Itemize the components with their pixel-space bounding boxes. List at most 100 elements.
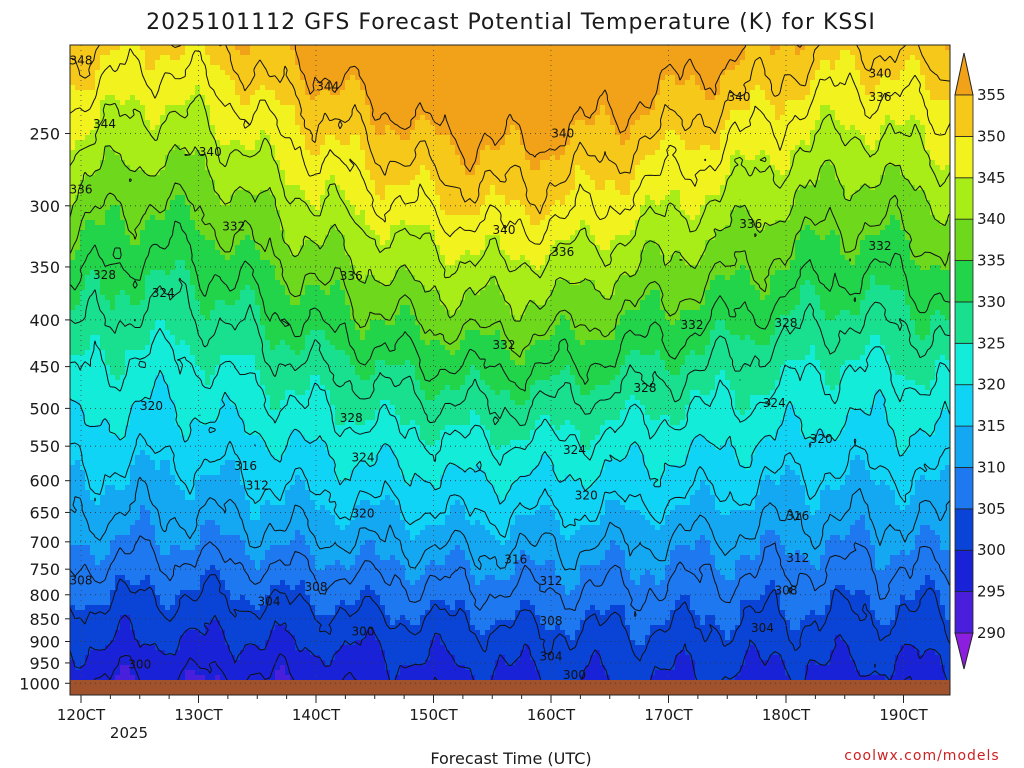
field-cell [625,110,631,116]
field-cell [130,155,136,161]
field-cell [910,175,916,181]
field-cell [770,105,776,111]
field-cell [150,125,156,131]
field-cell [645,130,651,136]
field-cell [645,80,651,86]
field-cell [85,160,91,166]
field-cell [610,125,616,131]
field-cell [285,130,291,136]
field-cell [665,75,671,81]
field-cell [895,145,901,151]
field-cell [755,90,761,96]
field-cell [90,150,96,156]
field-cell [385,60,391,66]
field-cell [105,75,111,81]
field-cell [335,175,341,181]
field-cell [870,125,876,131]
field-cell [575,80,581,86]
field-cell [450,60,456,66]
field-cell [625,105,631,111]
field-cell [440,160,446,166]
field-cell [220,180,226,186]
field-cell [125,155,131,161]
field-cell [535,115,541,121]
field-cell [820,145,826,151]
field-cell [90,85,96,91]
field-cell [890,80,896,86]
field-cell [300,90,306,96]
field-cell [90,80,96,86]
field-cell [750,150,756,156]
field-cell [930,140,936,146]
field-cell [285,105,291,111]
field-cell [245,65,251,71]
field-cell [115,185,121,191]
field-cell [330,125,336,131]
field-cell [530,75,536,81]
field-cell [780,170,786,176]
field-cell [895,160,901,166]
field-cell [270,65,276,71]
field-cell [665,135,671,141]
field-cell [925,90,931,96]
field-cell [770,160,776,166]
field-cell [650,145,656,151]
field-cell [175,85,181,91]
field-cell [625,70,631,76]
field-cell [340,55,346,61]
field-cell [740,65,746,71]
field-cell [770,155,776,161]
field-cell [930,135,936,141]
field-cell [310,60,316,66]
field-cell [280,170,286,176]
field-cell [225,60,231,66]
field-cell [480,125,486,131]
field-cell [450,105,456,111]
field-cell [205,60,211,66]
field-cell [310,70,316,76]
field-cell [345,100,351,106]
field-cell [240,145,246,151]
field-cell [450,155,456,161]
field-cell [620,155,626,161]
field-cell [665,45,671,51]
field-cell [250,85,256,91]
field-cell [380,60,386,66]
field-cell [620,60,626,66]
field-cell [610,175,616,181]
field-cell [280,115,286,121]
field-cell [405,110,411,116]
field-cell [590,145,596,151]
field-cell [620,90,626,96]
field-cell [820,150,826,156]
field-cell [705,150,711,156]
field-cell [645,75,651,81]
field-cell [685,130,691,136]
field-cell [75,45,81,51]
field-cell [180,140,186,146]
field-cell [140,60,146,66]
field-cell [905,120,911,126]
field-cell [115,80,121,86]
field-cell [365,155,371,161]
field-cell [270,105,276,111]
field-cell [210,55,216,61]
field-cell [775,105,781,111]
field-cell [290,60,296,66]
field-cell [775,170,781,176]
field-cell [825,60,831,66]
field-cell [625,65,631,71]
field-cell [930,50,936,56]
field-cell [220,50,226,56]
field-cell [520,90,526,96]
field-cell [590,80,596,86]
field-cell [495,50,501,56]
field-cell [410,45,416,51]
field-cell [425,180,431,186]
field-cell [510,105,516,111]
field-cell [450,95,456,101]
field-cell [765,55,771,61]
field-cell [435,130,441,136]
field-cell [830,130,836,136]
field-cell [525,135,531,141]
